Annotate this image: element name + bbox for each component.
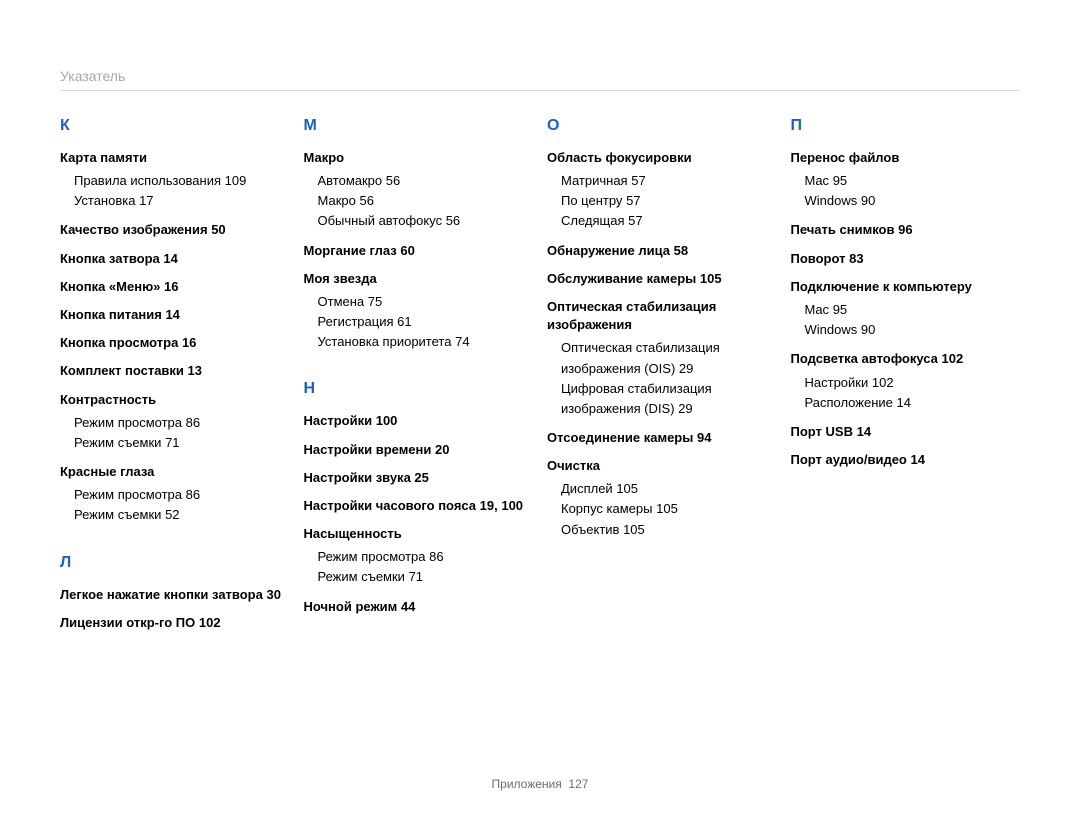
entry-head: Комплект поставки 13 [60,362,290,380]
entry-head: Настройки времени 20 [304,441,534,459]
entry-head: Качество изображения 50 [60,221,290,239]
footer-page: 127 [568,777,588,791]
entry-head: Макро [304,149,534,167]
letter-k: К [60,117,290,135]
index-sub: По центру 57 [561,191,777,211]
index-sub: Матричная 57 [561,171,777,191]
entry-head: Настройки звука 25 [304,469,534,487]
index-sub: Правила использования 109 [74,171,290,191]
entry-head: Настройки 100 [304,412,534,430]
index-sub: Режим съемки 52 [74,505,290,525]
index-sub: Mac 95 [805,171,1021,191]
index-page: Указатель К Карта памяти Правила использ… [0,0,1080,815]
letter-o: О [547,117,777,135]
index-sub: Оптическая стабилизация изображения (OIS… [561,338,777,378]
index-sub: Настройки 102 [805,373,1021,393]
index-sub: Установка 17 [74,191,290,211]
letter-l: Л [60,554,290,572]
entry-head: Порт аудио/видео 14 [791,451,1021,469]
index-sub: Режим просмотра 86 [74,485,290,505]
col-2: М Макро Автомакро 56 Макро 56 Обычный ав… [304,117,534,636]
entry-head: Обслуживание камеры 105 [547,270,777,288]
index-sub: Режим просмотра 86 [318,547,534,567]
entry-head: Карта памяти [60,149,290,167]
index-sub: Установка приоритета 74 [318,332,534,352]
index-sub: Режим съемки 71 [74,433,290,453]
letter-p: П [791,117,1021,135]
index-sub: Режим съемки 71 [318,567,534,587]
letter-m: М [304,117,534,135]
index-sub: Расположение 14 [805,393,1021,413]
index-sub: Отмена 75 [318,292,534,312]
entry-head: Печать снимков 96 [791,221,1021,239]
entry-head: Кнопка просмотра 16 [60,334,290,352]
index-sub: Следящая 57 [561,211,777,231]
index-sub: Дисплей 105 [561,479,777,499]
index-sub: Цифровая стабилизация изображения (DIS) … [561,379,777,419]
entry-head: Ночной режим 44 [304,598,534,616]
index-sub: Windows 90 [805,320,1021,340]
index-sub: Обычный автофокус 56 [318,211,534,231]
entry-head: Кнопка «Меню» 16 [60,278,290,296]
entry-head: Настройки часового пояса 19, 100 [304,497,534,515]
entry-head: Область фокусировки [547,149,777,167]
entry-head: Насыщенность [304,525,534,543]
entry-head: Подсветка автофокуса 102 [791,350,1021,368]
index-sub: Регистрация 61 [318,312,534,332]
col-3: О Область фокусировки Матричная 57 По це… [547,117,777,636]
letter-n: Н [304,380,534,398]
index-columns: К Карта памяти Правила использования 109… [60,117,1020,636]
entry-head: Перенос файлов [791,149,1021,167]
entry-head: Кнопка питания 14 [60,306,290,324]
index-sub: Windows 90 [805,191,1021,211]
entry-head: Моя звезда [304,270,534,288]
index-sub: Автомакро 56 [318,171,534,191]
index-sub: Макро 56 [318,191,534,211]
footer-label: Приложения [492,777,562,791]
col-1: К Карта памяти Правила использования 109… [60,117,290,636]
entry-head: Легкое нажатие кнопки затвора 30 [60,586,290,604]
index-sub: Mac 95 [805,300,1021,320]
entry-head: Кнопка затвора 14 [60,250,290,268]
page-title: Указатель [60,68,1020,84]
entry-head: Поворот 83 [791,250,1021,268]
entry-head: Подключение к компьютеру [791,278,1021,296]
entry-head: Отсоединение камеры 94 [547,429,777,447]
index-sub: Корпус камеры 105 [561,499,777,519]
entry-head: Порт USB 14 [791,423,1021,441]
entry-head: Моргание глаз 60 [304,242,534,260]
entry-head: Очистка [547,457,777,475]
index-sub: Режим просмотра 86 [74,413,290,433]
entry-head: Обнаружение лица 58 [547,242,777,260]
index-sub: Объектив 105 [561,520,777,540]
col-4: П Перенос файлов Mac 95 Windows 90 Печат… [791,117,1021,636]
page-footer: Приложения 127 [0,777,1080,791]
entry-head: Контрастность [60,391,290,409]
entry-head: Лицензии откр-го ПО 102 [60,614,290,632]
entry-head: Красные глаза [60,463,290,481]
header-divider [60,90,1020,91]
entry-head: Оптическая стабилизация изображения [547,298,777,334]
